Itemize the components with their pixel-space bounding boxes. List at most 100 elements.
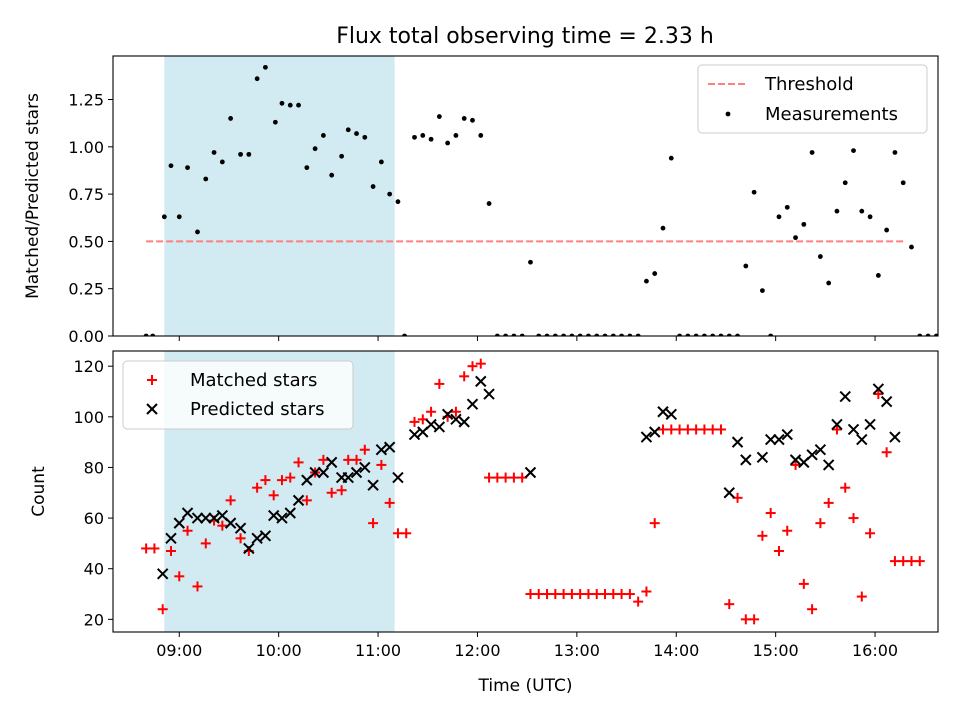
data-point <box>842 180 848 186</box>
data-point <box>475 358 486 369</box>
data-point <box>552 333 558 336</box>
legend-predicted-label: Predicted stars <box>190 399 324 420</box>
data-point <box>724 599 735 610</box>
data-point <box>252 482 263 493</box>
data-point <box>320 133 326 138</box>
data-point <box>318 454 329 465</box>
data-point <box>751 189 757 195</box>
data-point <box>519 333 525 336</box>
data-point <box>511 333 517 336</box>
data-point <box>665 408 677 420</box>
data-point <box>848 513 859 524</box>
data-point <box>649 518 660 529</box>
data-point <box>815 518 826 529</box>
data-point <box>243 542 255 555</box>
x-tick-label: 15:00 <box>753 641 799 660</box>
data-point <box>834 208 840 214</box>
data-point <box>149 543 160 554</box>
data-point <box>301 495 312 506</box>
data-point <box>917 333 923 336</box>
data-point <box>765 508 776 519</box>
data-point <box>165 532 177 545</box>
data-point <box>823 497 834 508</box>
data-point <box>181 507 194 519</box>
data-point <box>359 461 371 474</box>
data-point <box>450 413 462 426</box>
data-point <box>677 333 682 336</box>
data-point <box>801 221 807 227</box>
data-point <box>272 119 278 125</box>
data-point <box>892 150 898 155</box>
data-point <box>392 471 404 484</box>
x-tick-label: 14:00 <box>653 641 699 660</box>
data-point <box>325 456 338 469</box>
data-point <box>723 487 735 499</box>
data-point <box>881 447 892 458</box>
data-point <box>822 459 835 471</box>
legend-box <box>697 64 928 134</box>
data-point <box>875 273 881 278</box>
data-point <box>312 146 318 152</box>
data-point <box>641 586 652 597</box>
data-point <box>644 278 649 284</box>
data-point <box>809 150 815 155</box>
data-point <box>436 114 442 119</box>
data-point <box>624 589 635 600</box>
data-point <box>909 244 914 250</box>
data-point <box>362 134 368 140</box>
data-point <box>259 530 272 542</box>
data-point <box>384 497 395 508</box>
data-point <box>351 454 362 465</box>
data-point <box>150 333 156 336</box>
data-point <box>267 509 280 522</box>
data-point <box>649 426 661 438</box>
chart-title: Flux total observing time = 2.33 h <box>336 24 714 49</box>
y-tick-label: 0.00 <box>68 327 104 346</box>
data-point <box>168 163 174 169</box>
data-point <box>426 406 437 417</box>
data-point <box>234 522 247 534</box>
data-point <box>285 472 296 483</box>
data-point <box>847 423 860 436</box>
series-predicted-stars <box>156 375 901 580</box>
data-point <box>195 229 200 235</box>
data-point <box>536 333 542 336</box>
data-point <box>586 333 591 336</box>
x-tick-label: 13:00 <box>554 641 600 660</box>
data-point <box>433 421 446 433</box>
data-point <box>161 214 167 220</box>
data-point <box>790 459 801 470</box>
data-point <box>470 117 475 123</box>
data-point <box>633 596 644 607</box>
data-point <box>475 375 487 388</box>
data-point <box>276 512 288 524</box>
data-point <box>304 165 310 171</box>
data-point <box>884 227 890 233</box>
data-point <box>350 466 363 479</box>
data-point <box>569 333 575 336</box>
y-tick-label: 1.00 <box>68 138 104 157</box>
data-point <box>781 428 793 441</box>
data-point <box>749 614 760 625</box>
data-point <box>856 433 868 446</box>
data-point <box>693 333 699 336</box>
data-point <box>873 389 884 400</box>
data-point <box>260 475 271 486</box>
data-point <box>731 436 744 448</box>
data-point <box>191 512 204 524</box>
data-point <box>459 371 470 382</box>
data-point <box>317 466 330 479</box>
data-point <box>354 131 359 136</box>
plot-area <box>143 56 938 336</box>
data-point <box>434 378 445 389</box>
data-point <box>378 159 384 165</box>
data-point <box>865 528 876 539</box>
data-point <box>478 133 484 138</box>
data-point <box>466 398 479 410</box>
legend-measurements-label: Measurements <box>765 104 898 125</box>
data-point <box>238 151 243 157</box>
data-point <box>326 487 337 498</box>
data-point <box>228 116 234 121</box>
data-point <box>864 418 876 431</box>
